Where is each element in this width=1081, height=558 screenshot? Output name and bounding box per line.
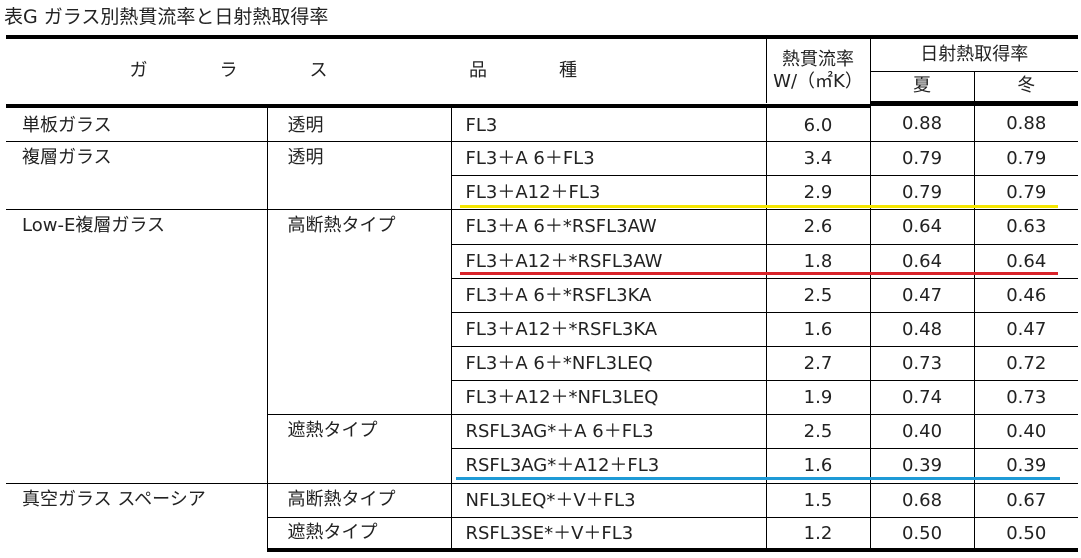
- cell-winter: 0.47: [973, 312, 1078, 347]
- cell-summer: 0.47: [869, 278, 974, 313]
- cell-winter: 0.50: [973, 517, 1078, 552]
- cell-product: RSFL3SE*＋V＋FL3: [450, 517, 766, 552]
- header-glass: ガ ラ ス: [6, 35, 451, 103]
- cell-type: 遮熱タイプ: [266, 414, 451, 484]
- cell-summer: 0.73: [869, 346, 974, 381]
- cell-product: RSFL3AG*＋A 6＋FL3: [450, 414, 766, 449]
- cell-product: FL3＋A 6＋*NFL3LEQ: [450, 346, 766, 381]
- cell-glass: 真空ガラス スペーシア: [6, 483, 267, 550]
- table-row: FL3＋A12＋*NFL3LEQ 1.9 0.74 0.73: [6, 380, 1078, 415]
- cell-product: FL3＋A12＋*RSFL3KA: [450, 312, 766, 347]
- cell-summer: 0.88: [869, 105, 974, 142]
- header-winter: 冬: [973, 71, 1078, 105]
- table-row: FL3＋A 6＋*RSFL3KA 2.5 0.47 0.46: [6, 278, 1078, 313]
- cell-winter: 0.88: [973, 105, 1078, 142]
- header-product: 品 種: [451, 35, 766, 103]
- cell-summer: 0.79: [869, 141, 974, 176]
- cell-winter: 0.46: [973, 278, 1078, 313]
- cell-u: 2.7: [765, 346, 870, 381]
- cell-glass: 複層ガラス: [6, 141, 267, 210]
- cell-u: 2.5: [765, 414, 870, 449]
- table-row: 単板ガラス 透明 FL3 6.0 0.88 0.88: [6, 105, 1078, 142]
- cell-u: 3.4: [765, 141, 870, 176]
- header-solar: 日射熱取得率: [869, 35, 1078, 72]
- cell-u: 2.6: [765, 209, 870, 245]
- table-row: FL3＋A12＋*RSFL3KA 1.6 0.48 0.47: [6, 312, 1078, 347]
- cell-type: 透明: [266, 141, 451, 210]
- table-title: 表G ガラス別熱貫流率と日射熱取得率: [4, 6, 329, 28]
- cell-type: 高断熱タイプ: [266, 209, 451, 415]
- cell-product: FL3＋A12＋*NFL3LEQ: [450, 380, 766, 415]
- cell-u: 1.5: [765, 483, 870, 518]
- header-summer: 夏: [869, 71, 974, 105]
- cell-u: 2.5: [765, 278, 870, 313]
- cell-summer: 0.40: [869, 414, 974, 449]
- highlight-underline-red: [460, 272, 1058, 275]
- cell-product: FL3: [450, 105, 766, 142]
- table-row: 複層ガラス 透明 FL3＋A 6＋FL3 3.4 0.79 0.79: [6, 141, 1078, 210]
- header-u-value-line2: W/（㎡K）: [773, 71, 863, 92]
- cell-product: FL3＋A 6＋FL3: [450, 141, 766, 176]
- cell-product: FL3＋A12＋FL3: [450, 175, 766, 210]
- header-u-value: 熱貫流率 W/（㎡K）: [765, 35, 870, 103]
- cell-winter: 0.63: [973, 209, 1078, 245]
- cell-product: NFL3LEQ*＋V＋FL3: [450, 483, 766, 518]
- table-row: 遮熱タイプ RSFL3SE*＋V＋FL3 1.2 0.50 0.50: [6, 517, 1078, 552]
- cell-summer: 0.48: [869, 312, 974, 347]
- cell-glass: 単板ガラス: [6, 105, 267, 142]
- cell-type: 高断熱タイプ: [266, 483, 451, 518]
- cell-u: 2.9: [765, 175, 870, 210]
- cell-product: FL3＋A 6＋*RSFL3KA: [450, 278, 766, 313]
- cell-winter: 0.72: [973, 346, 1078, 381]
- cell-summer: 0.68: [869, 483, 974, 518]
- highlight-underline-yellow: [460, 205, 1058, 208]
- highlight-underline-blue: [456, 477, 1060, 480]
- cell-winter: 0.79: [973, 141, 1078, 176]
- table-row: 遮熱タイプ RSFL3AG*＋A 6＋FL3 2.5 0.40 0.40: [6, 414, 1078, 484]
- cell-u: 1.2: [765, 517, 870, 552]
- cell-winter: 0.73: [973, 380, 1078, 415]
- cell-winter: 0.67: [973, 483, 1078, 518]
- table-row: FL3＋A 6＋*NFL3LEQ 2.7 0.73 0.72: [6, 346, 1078, 381]
- table-row: Low-E複層ガラス 高断熱タイプ FL3＋A 6＋*RSFL3AW 2.6 0…: [6, 209, 1078, 484]
- cell-winter: 0.79: [973, 175, 1078, 210]
- cell-glass: Low-E複層ガラス: [6, 209, 267, 484]
- cell-type: 遮熱タイプ: [266, 517, 451, 552]
- table-row: FL3＋A12＋FL3 2.9 0.79 0.79: [6, 175, 1078, 210]
- cell-summer: 0.64: [869, 209, 974, 245]
- table-row: 真空ガラス スペーシア 高断熱タイプ NFL3LEQ*＋V＋FL3 1.5 0.…: [6, 483, 1078, 550]
- cell-u: 6.0: [765, 105, 870, 142]
- cell-u: 1.6: [765, 312, 870, 347]
- cell-summer: 0.79: [869, 175, 974, 210]
- cell-summer: 0.74: [869, 380, 974, 415]
- cell-product: FL3＋A 6＋*RSFL3AW: [450, 209, 766, 245]
- header-u-value-line1: 熱貫流率: [782, 49, 854, 70]
- cell-winter: 0.40: [973, 414, 1078, 449]
- cell-u: 1.9: [765, 380, 870, 415]
- cell-type: 透明: [266, 105, 451, 142]
- glass-spec-table: ガ ラ ス 品 種 熱貫流率 W/（㎡K） 日射熱取得率 夏 冬 単板ガラス 透…: [6, 35, 1078, 552]
- cell-summer: 0.50: [869, 517, 974, 552]
